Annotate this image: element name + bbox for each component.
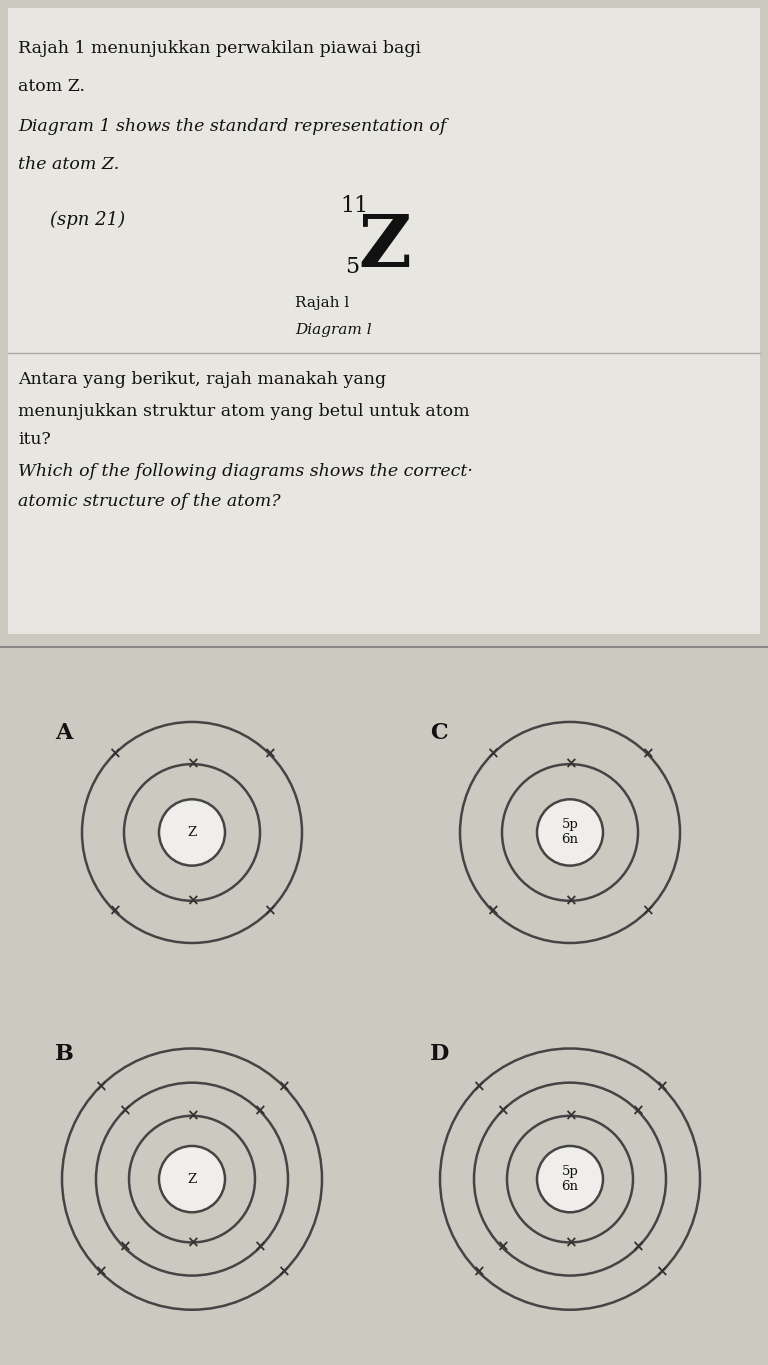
Text: 5p
6n: 5p 6n — [561, 1166, 578, 1193]
Text: Diagram 1 shows the standard representation of: Diagram 1 shows the standard representat… — [18, 119, 446, 135]
Text: Antara yang berikut, rajah manakah yang: Antara yang berikut, rajah manakah yang — [18, 371, 386, 388]
Text: 5: 5 — [345, 255, 359, 277]
Text: ×: × — [253, 1103, 266, 1118]
Text: ×: × — [94, 1080, 107, 1095]
Text: ×: × — [564, 1235, 576, 1250]
Text: ×: × — [108, 747, 121, 762]
Text: Z: Z — [358, 210, 411, 281]
Text: B: B — [55, 1043, 74, 1066]
Text: ×: × — [277, 1264, 290, 1279]
Text: menunjukkan struktur atom yang betul untuk atom: menunjukkan struktur atom yang betul unt… — [18, 403, 469, 420]
Text: ×: × — [656, 1080, 668, 1095]
Text: Which of the following diagrams shows the correct·: Which of the following diagrams shows th… — [18, 463, 473, 480]
Text: Diagram l: Diagram l — [295, 322, 372, 337]
Text: D: D — [430, 1043, 449, 1066]
Text: A: A — [55, 722, 72, 744]
Text: ×: × — [631, 1239, 644, 1254]
Text: ×: × — [564, 1108, 576, 1123]
Text: ×: × — [641, 747, 654, 762]
Text: ×: × — [186, 1108, 198, 1123]
Text: ×: × — [118, 1103, 131, 1118]
Text: ×: × — [253, 1239, 266, 1254]
Text: ×: × — [495, 1239, 508, 1254]
Text: ×: × — [263, 904, 276, 919]
Text: Rajah l: Rajah l — [295, 296, 349, 310]
Text: ×: × — [186, 893, 198, 908]
Text: the atom Z.: the atom Z. — [18, 157, 119, 173]
Text: Rajah 1 menunjukkan perwakilan piawai bagi: Rajah 1 menunjukkan perwakilan piawai ba… — [18, 40, 421, 57]
Text: atomic structure of the atom?: atomic structure of the atom? — [18, 493, 280, 511]
Text: ×: × — [564, 893, 576, 908]
Text: ×: × — [472, 1080, 485, 1095]
Text: atom Z.: atom Z. — [18, 78, 85, 96]
Text: 5p
6n: 5p 6n — [561, 819, 578, 846]
Text: ×: × — [108, 904, 121, 919]
Text: ×: × — [186, 756, 198, 771]
Text: ×: × — [564, 756, 576, 771]
Circle shape — [159, 1147, 225, 1212]
Text: ×: × — [641, 904, 654, 919]
Text: Z: Z — [187, 1173, 197, 1186]
Text: ×: × — [495, 1103, 508, 1118]
Text: 11: 11 — [340, 195, 368, 217]
Text: ×: × — [472, 1264, 485, 1279]
Text: Z: Z — [187, 826, 197, 839]
Text: itu?: itu? — [18, 431, 51, 448]
Text: ×: × — [486, 747, 498, 762]
Text: ×: × — [94, 1264, 107, 1279]
Text: ×: × — [277, 1080, 290, 1095]
Text: ×: × — [186, 1235, 198, 1250]
Text: (spn 21): (spn 21) — [50, 210, 125, 229]
Text: C: C — [430, 722, 448, 744]
Circle shape — [537, 800, 603, 865]
Text: ×: × — [486, 904, 498, 919]
Text: ×: × — [631, 1103, 644, 1118]
Text: ×: × — [656, 1264, 668, 1279]
Circle shape — [537, 1147, 603, 1212]
Circle shape — [159, 800, 225, 865]
Text: ×: × — [263, 747, 276, 762]
Text: ×: × — [118, 1239, 131, 1254]
FancyBboxPatch shape — [8, 8, 760, 633]
